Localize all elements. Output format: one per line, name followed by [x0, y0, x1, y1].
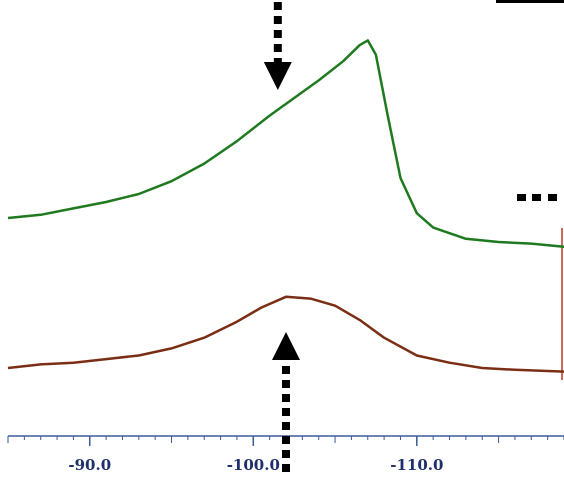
- corner-mark: [496, 0, 564, 3]
- x-axis-minor-ticks: [7, 436, 564, 443]
- ellipsis-mark: [517, 194, 557, 201]
- annotation-layer: [263, 2, 300, 472]
- x-tick-label: -90.0: [68, 456, 111, 474]
- series-layer: [7, 39, 564, 373]
- series-line-1: [7, 39, 564, 249]
- x-tick-label: -110.0: [390, 456, 443, 474]
- dotted-arrow-up: [272, 332, 300, 472]
- x-axis-ticks: -90.0 -100.0 -110.0: [68, 436, 443, 474]
- dotted-arrow-down: [263, 2, 292, 90]
- series-line-2: [7, 295, 564, 373]
- x-tick-label: -100.0: [227, 456, 280, 474]
